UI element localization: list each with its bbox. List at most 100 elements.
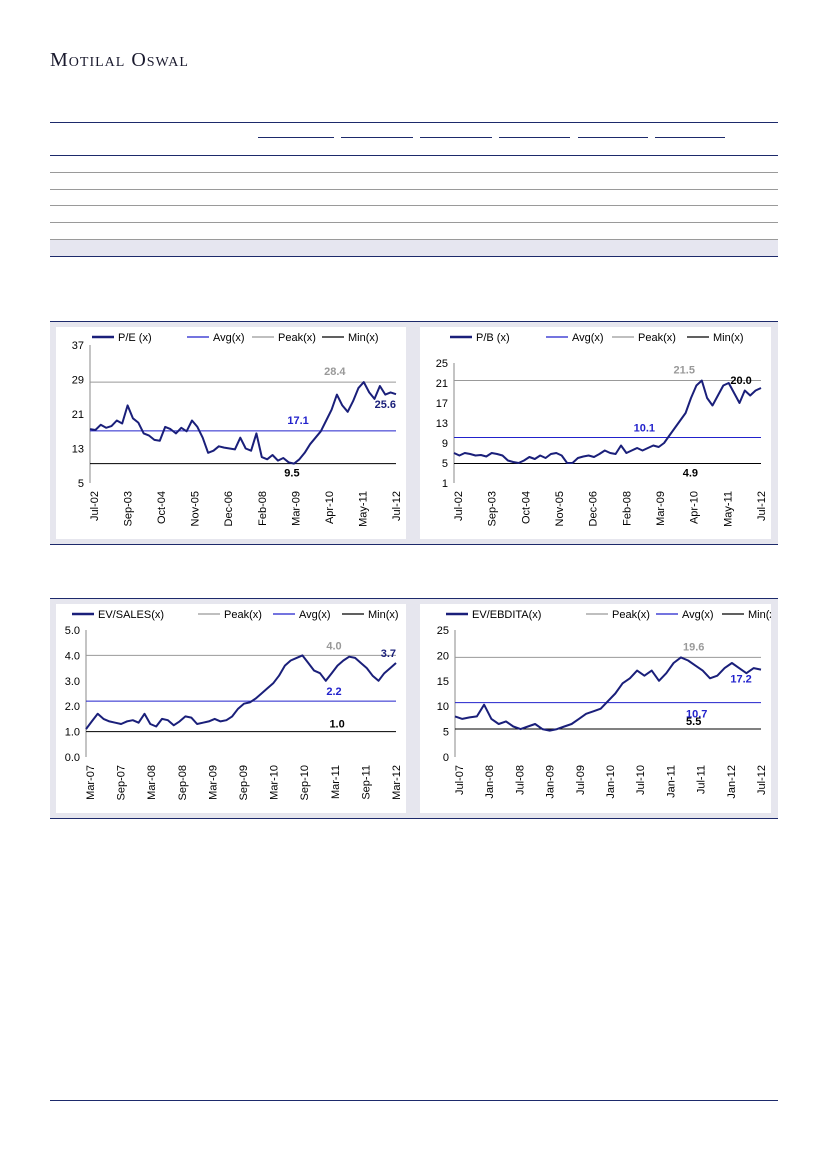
col-underline	[578, 137, 648, 138]
valuation-panel-top: P/E (x) Avg(x) Peak(x) Min(x) 37 29 21 13 5 Jul-0…	[50, 321, 778, 545]
x-tick-label: Nov-05	[554, 491, 566, 526]
col-underline	[341, 137, 413, 138]
legend-label: Peak(x)	[278, 332, 316, 344]
y-tick-label: 13	[436, 418, 448, 430]
min-value-label: 9.5	[284, 468, 299, 480]
x-tick-label: Mar-09	[207, 765, 219, 800]
y-tick-label: 29	[72, 375, 84, 387]
x-tick-label: Mar-12	[391, 765, 403, 800]
legend-label: Min(x)	[368, 609, 399, 621]
legend-label: Avg(x)	[299, 609, 331, 621]
legend-label: Peak(x)	[638, 332, 676, 344]
brand-logo: Motilal Oswal	[50, 49, 189, 71]
x-tick-label: Jul-12	[756, 491, 768, 521]
y-tick-label: 21	[72, 409, 84, 421]
avg-value-label: 2.2	[326, 686, 341, 698]
legend-label: EV/EBDITA(x)	[472, 609, 541, 621]
legend-label: P/E (x)	[118, 332, 152, 344]
legend-label: Min(x)	[348, 332, 379, 344]
table-bottom-rule	[50, 256, 778, 257]
table-row-rule	[50, 222, 778, 223]
y-tick-label: 5	[78, 478, 84, 490]
x-tick-label: Oct-04	[156, 491, 168, 524]
x-tick-label: May-11	[722, 491, 734, 527]
x-tick-label: Feb-08	[621, 491, 633, 526]
x-tick-label: Jul-02	[453, 491, 465, 521]
col-underline	[655, 137, 725, 138]
valuation-panel-bottom: EV/SALES(x) Peak(x) Avg(x) Min(x) 5.0 4.0 3.0 2…	[50, 598, 778, 819]
legend-label: Avg(x)	[682, 609, 714, 621]
pe-chart: P/E (x) Avg(x) Peak(x) Min(x) 37 29 21 13 5 Jul-0…	[56, 327, 406, 539]
x-tick-label: Sep-11	[360, 765, 372, 800]
x-tick-label: Sep-10	[299, 765, 311, 800]
legend-label: EV/SALES(x)	[98, 609, 164, 621]
y-tick-label: 9	[442, 438, 448, 450]
col-underline	[499, 137, 570, 138]
x-tick-label: Jul-09	[575, 765, 587, 795]
y-tick-label: 5	[443, 727, 449, 739]
y-tick-label: 4.0	[65, 650, 80, 662]
series-line	[89, 381, 397, 465]
min-value-label: 5.5	[686, 716, 701, 728]
last-value-label: 17.2	[730, 674, 751, 686]
y-tick-label: 1	[442, 478, 448, 490]
x-tick-label: Sep-03	[487, 491, 499, 526]
legend-label: Peak(x)	[224, 609, 262, 621]
x-tick-label: Jan-09	[545, 765, 557, 799]
col-underline	[258, 137, 334, 138]
x-tick-label: Jan-10	[605, 765, 617, 799]
x-tick-label: May-11	[357, 491, 369, 527]
ev-ebdita-chart: EV/EBDITA(x) Peak(x) Avg(x) Min(x) 25 20 15 10 5…	[420, 604, 771, 813]
table-row-rule	[50, 239, 778, 240]
x-tick-label: Apr-10	[689, 491, 701, 524]
series-line	[454, 656, 762, 732]
x-tick-label: Jul-12	[391, 491, 403, 521]
y-tick-label: 25	[436, 358, 448, 370]
y-tick-label: 2.0	[65, 701, 80, 713]
y-tick-label: 25	[437, 625, 449, 637]
table-row-rule	[50, 189, 778, 190]
x-tick-label: Nov-05	[190, 491, 202, 526]
x-tick-label: Jul-11	[696, 765, 708, 794]
table-total-row	[50, 240, 778, 256]
legend-label: P/B (x)	[476, 332, 510, 344]
footer-rule	[50, 1100, 778, 1101]
col-underline	[420, 137, 492, 138]
ev-sales-chart: EV/SALES(x) Peak(x) Avg(x) Min(x) 5.0 4.0 3.0 2…	[56, 604, 406, 813]
x-tick-label: Mar-11	[330, 765, 342, 799]
x-tick-label: Jan-08	[484, 765, 496, 799]
y-tick-label: 37	[72, 340, 84, 352]
avg-value-label: 17.1	[287, 415, 308, 427]
x-tick-label: Jul-10	[635, 765, 647, 795]
x-tick-label: Sep-07	[116, 765, 128, 800]
legend-label: Peak(x)	[612, 609, 650, 621]
x-tick-label: Dec-06	[223, 491, 235, 526]
legend-label: Min(x)	[713, 332, 744, 344]
table-top-rule	[50, 122, 778, 123]
peak-value-label: 4.0	[326, 640, 341, 652]
pb-chart: P/B (x) Avg(x) Peak(x) Min(x) 25 21 17 13 9 5 1 Jul…	[420, 327, 771, 539]
x-tick-label: Mar-09	[290, 491, 302, 526]
avg-value-label: 10.7	[686, 709, 707, 721]
y-tick-label: 5.0	[65, 625, 80, 637]
y-tick-label: 3.0	[65, 676, 80, 688]
x-tick-label: Mar-07	[85, 765, 97, 800]
x-tick-label: Oct-04	[520, 491, 532, 524]
y-tick-label: 0.0	[65, 752, 80, 764]
series-line	[453, 379, 762, 464]
x-tick-label: Jul-02	[89, 491, 101, 521]
x-tick-label: Jul-08	[514, 765, 526, 795]
x-tick-label: Mar-08	[146, 765, 158, 800]
y-tick-label: 20	[437, 650, 449, 662]
x-tick-label: Jul-07	[454, 765, 466, 795]
last-value-label: 20.0	[730, 375, 751, 387]
x-tick-label: Sep-03	[123, 491, 135, 526]
y-tick-label: 5	[442, 458, 448, 470]
y-tick-label: 15	[437, 676, 449, 688]
x-tick-label: Jul-12	[756, 765, 768, 795]
peak-value-label: 21.5	[674, 365, 695, 377]
y-tick-label: 1.0	[65, 727, 80, 739]
x-tick-label: Apr-10	[324, 491, 336, 524]
y-tick-label: 0	[443, 752, 449, 764]
y-tick-label: 21	[436, 378, 448, 390]
